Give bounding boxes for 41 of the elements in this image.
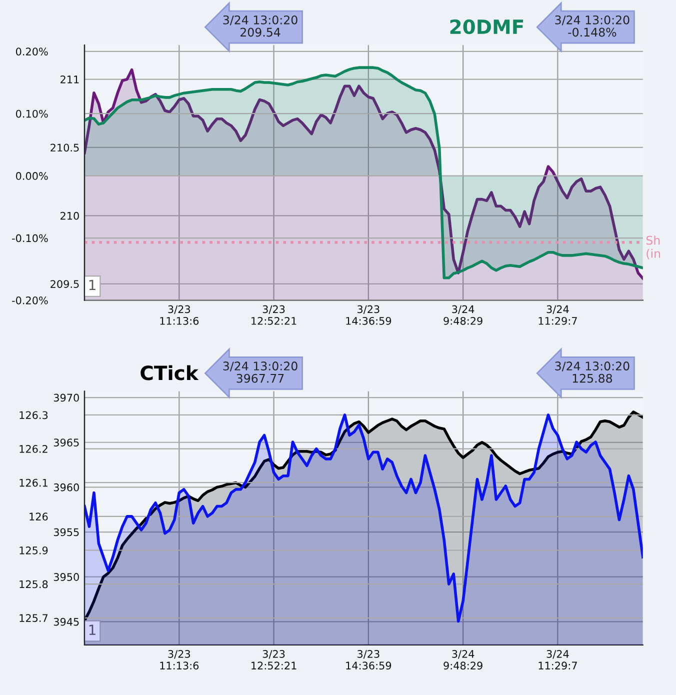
y2-tick-label: 126.1 (20, 478, 48, 487)
y2-tick-label: 125.9 (20, 546, 48, 554)
x-tick-label: 3/23 12:52:21 (252, 650, 296, 670)
y-tick-label: 3945 (54, 618, 79, 626)
text: 3/24 13:0:20 125.88 (555, 362, 630, 383)
y2-tick-label: 0.10% (16, 110, 48, 118)
y-tick-label: 210.5 (50, 144, 79, 152)
x-tick-label: 3/23 14:36:59 (346, 305, 392, 325)
x-tick-label: 3/24 11:29:7 (538, 305, 577, 325)
annotation: 1 (89, 624, 96, 635)
y-tick-label: 209.5 (50, 280, 79, 288)
y-tick-label: 3965 (54, 438, 79, 446)
y-tick-label: 3955 (54, 528, 79, 536)
y2-tick-label: -0.10% (12, 234, 48, 242)
x-tick-label: 3/23 12:52:21 (252, 305, 296, 325)
text: 3/24 13:0:20 -0.148% (555, 15, 630, 37)
y-tick-label: 3960 (54, 483, 79, 492)
text: CTick (140, 365, 199, 380)
y-tick-label: 3950 (54, 573, 79, 581)
text: 20DMF (450, 19, 523, 34)
x-tick-label: 3/23 14:36:59 (346, 650, 392, 670)
x-tick-label: 3/23 11:13:6 (160, 305, 199, 325)
x-tick-label: 3/24 9:48:29 (444, 650, 482, 670)
annotation: 1 (89, 280, 96, 290)
x-tick-label: 3/23 11:13:6 (160, 650, 199, 670)
x-tick-label: 3/24 11:29:7 (538, 650, 577, 670)
y-tick-label: 210 (60, 212, 79, 220)
y2-tick-label: -0.20% (12, 296, 48, 304)
y2-tick-label: 0.20% (16, 48, 48, 56)
y2-tick-label: 125.7 (20, 614, 48, 622)
y2-tick-label: 0.00% (16, 172, 48, 180)
y2-tick-label: 126.3 (20, 411, 48, 420)
x-tick-label: 3/24 9:48:29 (444, 305, 482, 325)
y2-tick-label: 126.2 (20, 445, 48, 453)
y2-tick-label: 126 (30, 512, 48, 521)
text: 3/24 13:0:20 3967.77 (223, 362, 298, 383)
y-tick-label: 3970 (54, 394, 79, 402)
y2-tick-label: 125.8 (20, 580, 48, 588)
y-tick-label: 211 (60, 76, 79, 84)
ref-line-label: Sh (in (646, 236, 660, 260)
text: 3/24 13:0:20 209.54 (223, 15, 298, 37)
